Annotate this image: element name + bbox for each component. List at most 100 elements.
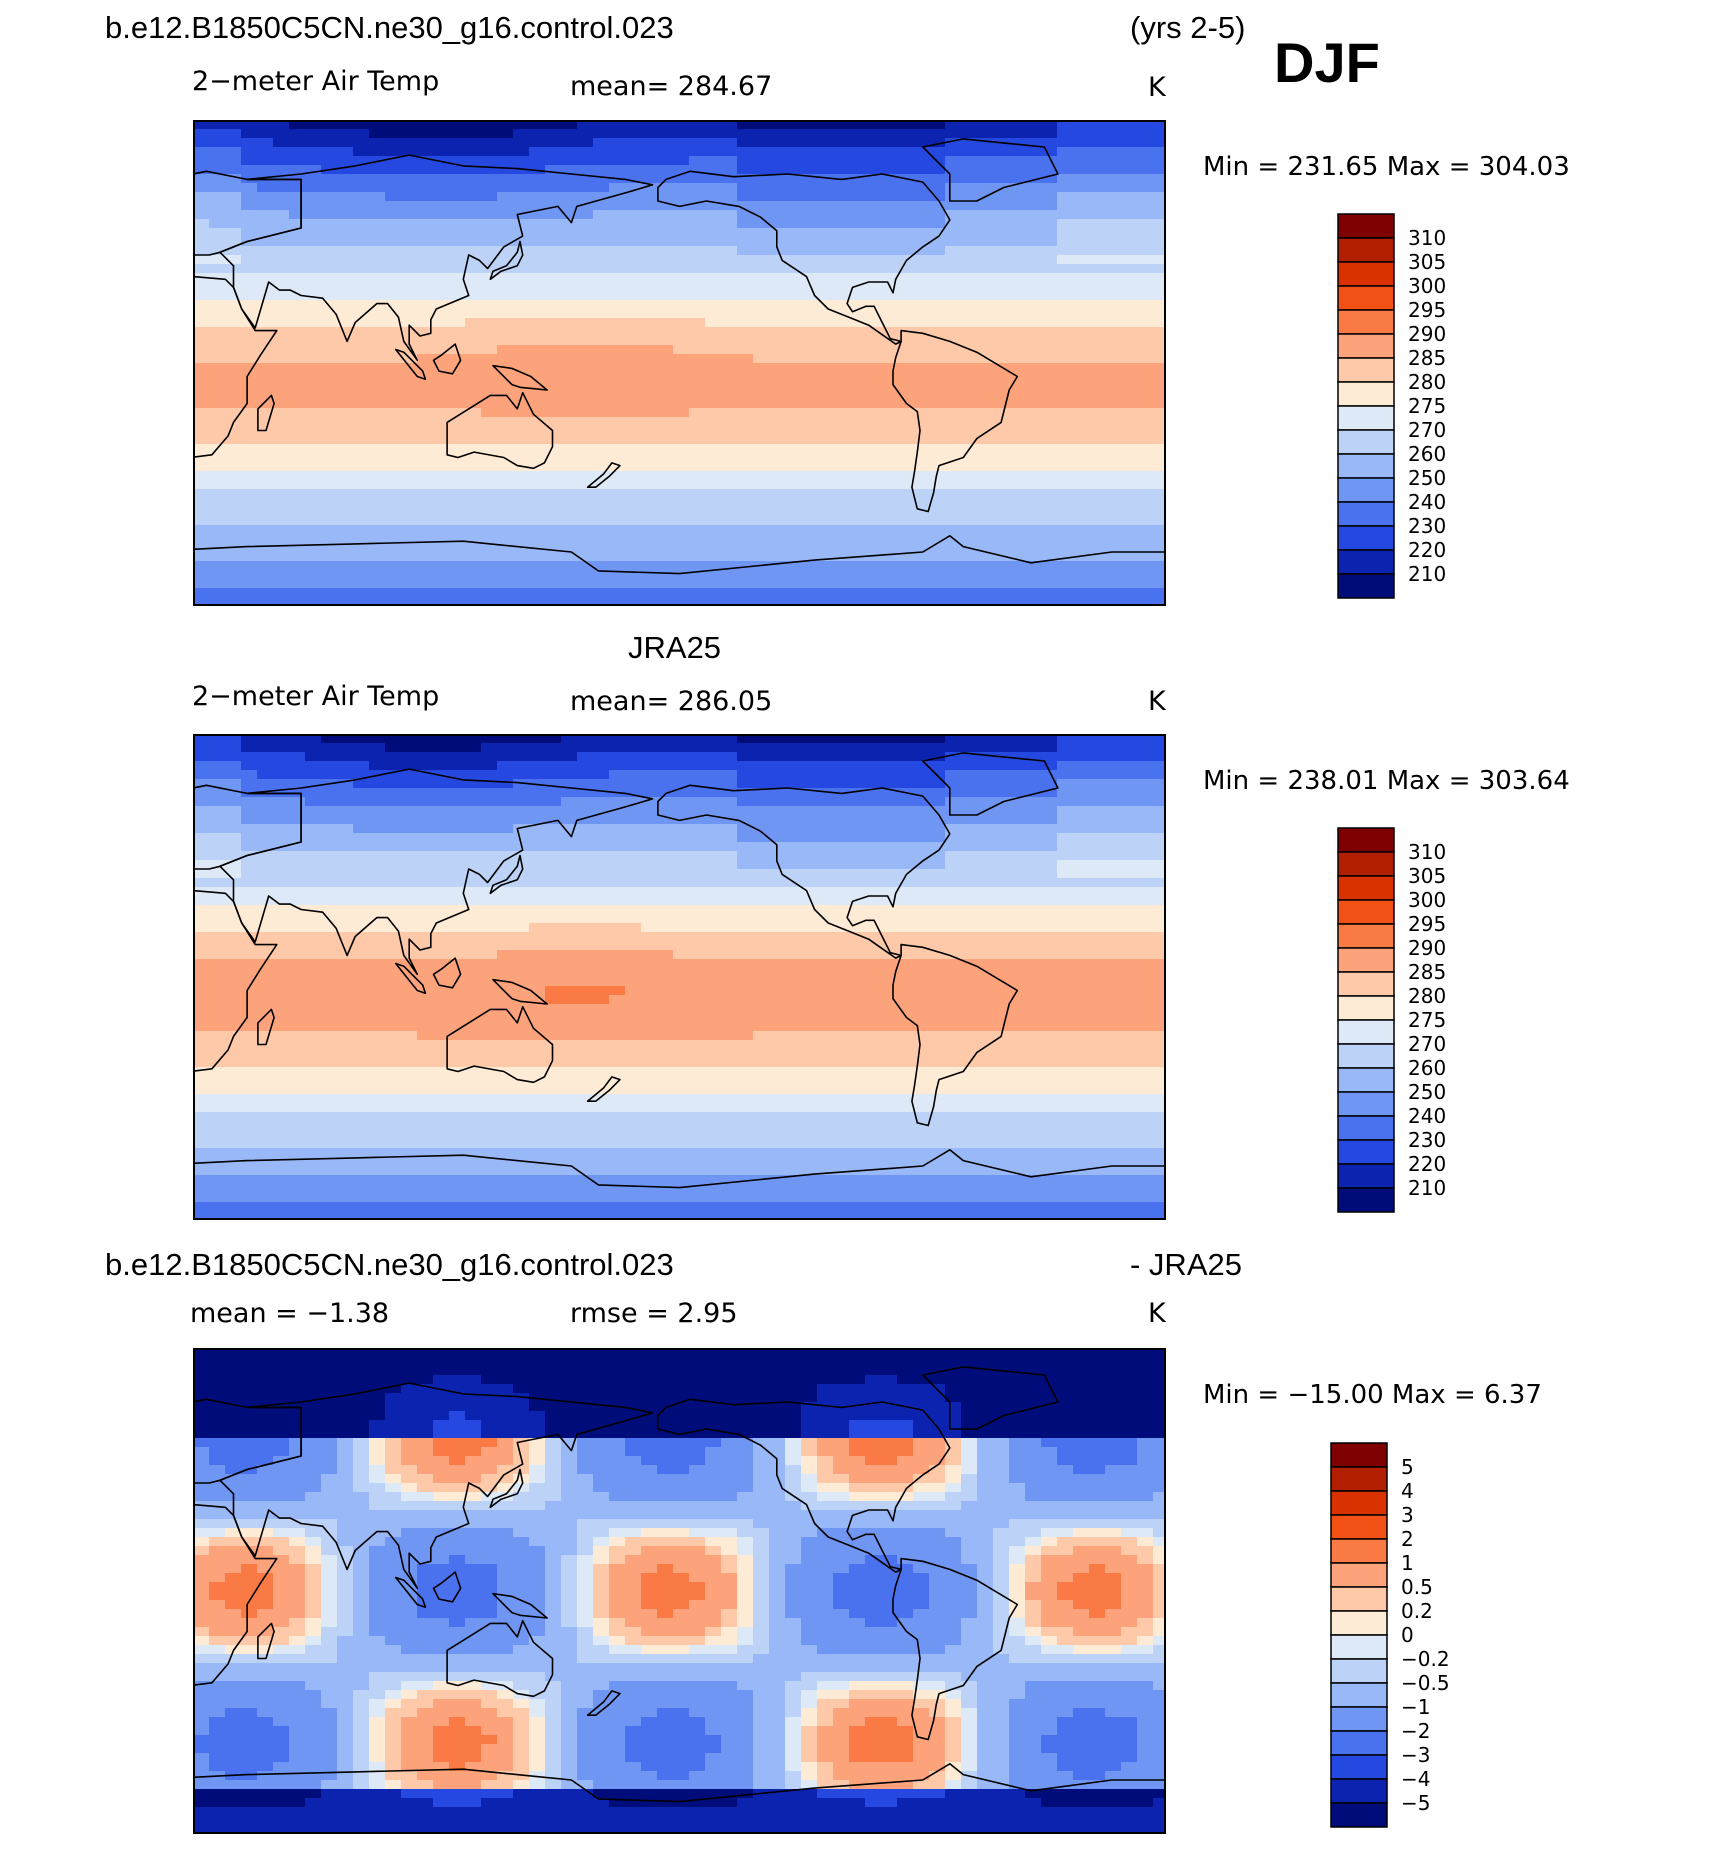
colorbar-swatch [1330, 1442, 1388, 1468]
colorbar-tick-label: 230 [1408, 1128, 1447, 1152]
colorbar-swatch [1330, 1610, 1388, 1636]
colorbar-swatch [1337, 899, 1395, 925]
colorbar-tick-label: 310 [1408, 226, 1447, 250]
colorbar-swatch [1330, 1586, 1388, 1612]
madagascar-coastline [257, 394, 275, 432]
panel1-mean: mean= 284.67 [570, 71, 773, 102]
colorbar-tick-label: 0.5 [1401, 1575, 1433, 1599]
borneo-coastline [432, 343, 462, 375]
antarctica-coastline [193, 1762, 1166, 1834]
colorbar-tick-label: 275 [1408, 1008, 1447, 1032]
antarctica-coastline [193, 534, 1166, 606]
colorbar-swatch [1337, 429, 1395, 455]
colorbar-tick-label: 305 [1408, 864, 1447, 888]
panel1-variable-label: 2−meter Air Temp [192, 66, 440, 97]
asia-coastline [219, 154, 654, 362]
colorbar-tick-label: −0.5 [1401, 1671, 1450, 1695]
new-guinea-coastline [492, 364, 548, 391]
colorbar-swatch [1337, 237, 1395, 263]
colorbar-swatch [1337, 1187, 1395, 1213]
colorbar-swatch [1337, 827, 1395, 853]
colorbar-tick-label: 250 [1408, 466, 1447, 490]
colorbar-tick-label: −5 [1401, 1791, 1431, 1815]
colorbar-swatch [1337, 573, 1395, 599]
panel3-units: K [1148, 1298, 1166, 1329]
north-america-coastline [657, 784, 951, 959]
map-frame [193, 734, 1166, 1220]
colorbar-swatch [1337, 923, 1395, 949]
japan-coastline [489, 240, 524, 281]
new-zealand-coastline [586, 1690, 621, 1717]
asia-coastline [219, 768, 654, 976]
greenland-coastline [921, 752, 1059, 816]
obs-dataset-title: JRA25 [628, 630, 722, 665]
australia-coastline [446, 391, 554, 470]
greenland-coastline [921, 1366, 1059, 1430]
colorbar-tick-label: −0.2 [1401, 1647, 1450, 1671]
colorbar-swatch [1337, 947, 1395, 973]
colorbar-tick-label: −2 [1401, 1719, 1431, 1743]
colorbar-tick-label: 260 [1408, 1056, 1447, 1080]
colorbar-tick-label: 290 [1408, 936, 1447, 960]
colorbar-tick-label: 300 [1408, 274, 1447, 298]
colorbar-swatch [1330, 1778, 1388, 1804]
colorbar-swatch [1337, 1163, 1395, 1189]
panel1-minmax: Min = 231.65 Max = 304.03 [1203, 152, 1570, 182]
colorbar-swatch [1337, 405, 1395, 431]
colorbar-tick-label: 290 [1408, 322, 1447, 346]
colorbar-swatch [1337, 1115, 1395, 1141]
colorbar-swatch [1337, 971, 1395, 997]
colorbar-swatch [1330, 1514, 1388, 1540]
colorbar-swatch [1337, 851, 1395, 877]
australia-coastline [446, 1619, 554, 1698]
colorbar-tick-label: 260 [1408, 442, 1447, 466]
colorbar-tick-label: 240 [1408, 490, 1447, 514]
colorbar-tick-label: 1 [1401, 1551, 1414, 1575]
borneo-coastline [432, 1571, 462, 1603]
panel1-map [193, 120, 1166, 606]
madagascar-coastline [257, 1622, 275, 1660]
africa-coastline [193, 275, 278, 458]
panel3-map [193, 1348, 1166, 1834]
colorbar-swatch [1330, 1538, 1388, 1564]
south-america-coastline [892, 1557, 1019, 1741]
colorbar-tick-label: 295 [1408, 298, 1447, 322]
colorbar-tick-label: −1 [1401, 1695, 1431, 1719]
colorbar-tick-label: 270 [1408, 1032, 1447, 1056]
colorbar-tick-label: 210 [1408, 562, 1447, 586]
colorbar-tick-label: 0 [1401, 1623, 1414, 1647]
panel2-map [193, 734, 1166, 1220]
borneo-coastline [432, 957, 462, 989]
colorbar-tick-label: 250 [1408, 1080, 1447, 1104]
colorbar-swatch [1337, 875, 1395, 901]
australia-coastline [446, 1005, 554, 1084]
colorbar-swatch [1330, 1754, 1388, 1780]
panel3-colorbar: 5 4 3 2 1 0.5 0.2 0 −0.2 −0.5 −1 −2 −3 −4 −5 [1330, 1442, 1450, 1828]
colorbar-swatch [1337, 333, 1395, 359]
colorbar-swatch [1330, 1466, 1388, 1492]
new-zealand-coastline [586, 1076, 621, 1103]
colorbar-tick-label: 220 [1408, 538, 1447, 562]
colorbar-swatch [1330, 1730, 1388, 1756]
map-frame [193, 1348, 1166, 1834]
colorbar-tick-label: 4 [1401, 1479, 1414, 1503]
colorbar-swatch [1337, 357, 1395, 383]
colorbar-swatch [1330, 1658, 1388, 1684]
greenland-coastline [921, 138, 1059, 202]
colorbar-swatch [1337, 453, 1395, 479]
colorbar-swatch [1337, 501, 1395, 527]
panel2-minmax: Min = 238.01 Max = 303.64 [1203, 766, 1570, 796]
colorbar-swatch [1337, 285, 1395, 311]
colorbar-swatch [1337, 1091, 1395, 1117]
asia-coastline [219, 1382, 654, 1590]
colorbar-swatch [1337, 1067, 1395, 1093]
colorbar-tick-label: 280 [1408, 370, 1447, 394]
colorbar-swatch [1330, 1682, 1388, 1708]
colorbar-tick-label: 295 [1408, 912, 1447, 936]
africa-coastline [193, 1503, 278, 1686]
colorbar-swatch [1337, 1019, 1395, 1045]
model-case-title: b.e12.B1850C5CN.ne30_g16.control.023 [105, 10, 674, 45]
colorbar-tick-label: −4 [1401, 1767, 1431, 1791]
colorbar-tick-label: 270 [1408, 418, 1447, 442]
africa-coastline [193, 889, 278, 1072]
